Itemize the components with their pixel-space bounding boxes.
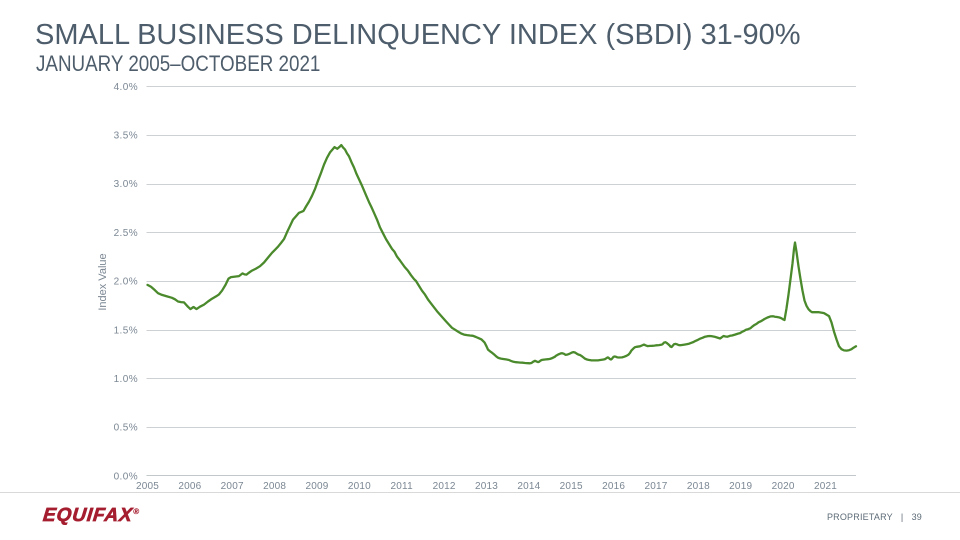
svg-text:2020: 2020 [772, 481, 795, 492]
svg-text:2018: 2018 [687, 481, 710, 492]
svg-text:2021: 2021 [814, 481, 837, 492]
svg-text:2005: 2005 [136, 481, 159, 492]
svg-text:3.5%: 3.5% [114, 131, 138, 142]
svg-text:2017: 2017 [644, 481, 667, 492]
svg-text:2016: 2016 [602, 481, 625, 492]
svg-text:2012: 2012 [433, 481, 456, 492]
svg-text:2014: 2014 [517, 481, 540, 492]
svg-text:2011: 2011 [391, 481, 414, 492]
svg-text:2013: 2013 [475, 481, 498, 492]
svg-text:2006: 2006 [178, 481, 201, 492]
svg-text:2.0%: 2.0% [114, 277, 138, 288]
svg-text:2008: 2008 [263, 481, 286, 492]
svg-text:3.0%: 3.0% [114, 179, 138, 190]
svg-text:2015: 2015 [560, 481, 583, 492]
svg-text:2019: 2019 [729, 481, 752, 492]
svg-text:Index Value: Index Value [97, 253, 109, 310]
svg-text:0.5%: 0.5% [114, 423, 138, 434]
svg-text:1.0%: 1.0% [114, 374, 138, 385]
svg-text:2010: 2010 [348, 481, 371, 492]
svg-text:4.0%: 4.0% [114, 82, 138, 93]
svg-text:0.0%: 0.0% [114, 471, 138, 482]
svg-text:2007: 2007 [221, 481, 244, 492]
svg-text:1.5%: 1.5% [114, 325, 138, 336]
svg-text:2.5%: 2.5% [114, 228, 138, 239]
svg-text:2009: 2009 [305, 481, 328, 492]
